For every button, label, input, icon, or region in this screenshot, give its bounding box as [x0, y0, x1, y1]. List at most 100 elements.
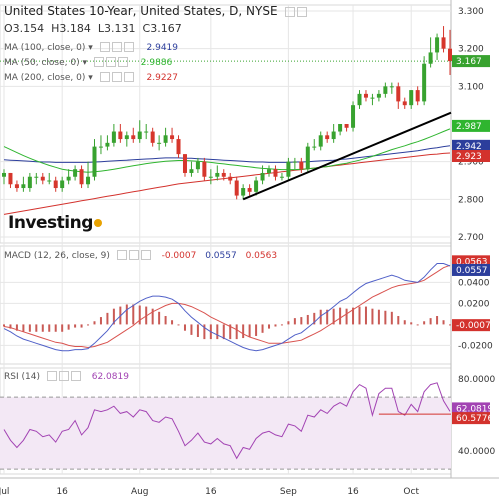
candle-body [53, 180, 58, 189]
dropdown-arrow-icon[interactable]: ▾ [88, 72, 93, 83]
macd-histogram-bar [87, 324, 90, 326]
macd-histogram-bar [80, 324, 83, 328]
settings-icon[interactable] [128, 250, 139, 260]
ma200-controls[interactable] [99, 72, 136, 83]
macd-histogram-bar [326, 309, 329, 325]
close-icon[interactable] [297, 7, 308, 17]
macd-histogram-bar [28, 324, 31, 332]
macd-histogram-bar [403, 320, 406, 325]
trendline[interactable] [242, 111, 452, 201]
visibility-icon[interactable] [46, 371, 57, 381]
macd-histogram-bar [436, 316, 439, 325]
macd-histogram-bar [222, 324, 225, 340]
visibility-icon[interactable] [116, 250, 127, 260]
x-tick-label: 16 [56, 487, 68, 497]
candle-body [228, 176, 233, 181]
rsi-tick-label: 80.0000 [458, 375, 495, 385]
candle-body [267, 169, 272, 173]
macd-histogram-bar [339, 307, 342, 325]
macd-histogram-bar [3, 324, 5, 327]
x-tick-label: 16 [205, 487, 217, 497]
candle-body [157, 142, 162, 144]
price-panel [0, 4, 452, 244]
macd-histogram-bar [352, 307, 355, 325]
candle-body [435, 37, 440, 53]
candle-body [124, 135, 129, 140]
candle-body [370, 97, 375, 99]
candle-body [111, 131, 116, 143]
close-icon[interactable] [117, 57, 128, 67]
macd-histogram-bar [99, 317, 102, 325]
ma-value-tag-bg [452, 150, 490, 163]
visibility-icon[interactable] [99, 42, 110, 52]
candle-body [73, 169, 78, 177]
macd-histogram-bar [106, 312, 109, 325]
price-tick-label: 2.700 [458, 233, 484, 243]
candle-body [396, 86, 401, 102]
candle-body [79, 169, 84, 185]
candle-body [331, 131, 336, 140]
macd-line [3, 263, 451, 352]
settings-icon[interactable] [58, 371, 69, 381]
macd-histogram-bar [74, 324, 77, 328]
settings-icon[interactable] [105, 57, 116, 67]
dropdown-arrow-icon[interactable]: ▾ [82, 57, 88, 68]
macd-controls[interactable] [116, 250, 153, 261]
candle-body [247, 188, 252, 192]
macd-histogram-bar [151, 308, 154, 325]
candle-body [34, 176, 39, 178]
macd-histogram-bar [242, 324, 245, 339]
candle-body [338, 124, 343, 132]
macd-tick-label: -0.0200 [458, 341, 493, 351]
settings-icon[interactable] [285, 7, 296, 17]
chart-title: United States 10-Year, United States, D,… [4, 4, 309, 19]
close-icon[interactable] [123, 42, 134, 52]
candle-body [254, 180, 259, 192]
macd-value-tag-bg [452, 319, 490, 332]
macd-histogram-bar [158, 311, 161, 325]
macd-signal-line [3, 264, 451, 349]
ma200-value: 2.9227 [146, 72, 179, 83]
candle-body [27, 176, 32, 189]
close-icon[interactable] [140, 250, 151, 260]
last-price-tag: 3.167 [456, 57, 482, 67]
dropdown-arrow-icon[interactable]: ▾ [88, 42, 93, 53]
ma100-legend: MA (100, close, 0) ▾ 2.9419 [4, 42, 178, 53]
candle-body [279, 176, 284, 178]
candle-body [182, 154, 187, 173]
macd-histogram-bar [9, 324, 12, 329]
close-icon[interactable] [123, 72, 134, 82]
macd-histogram-bar [61, 324, 64, 332]
settings-icon[interactable] [111, 42, 122, 52]
candle-body [195, 161, 200, 170]
candle-body [383, 86, 388, 94]
settings-icon[interactable] [111, 72, 122, 82]
candle-body [260, 172, 265, 181]
macd-histogram-bar [248, 324, 251, 338]
ma50-controls[interactable] [93, 57, 130, 68]
x-tick-label: 16 [347, 487, 359, 497]
candle-body [312, 146, 317, 148]
macd-histogram-bar [164, 316, 167, 325]
rsi-value-tag: 62.0819 [456, 404, 493, 414]
macd-histogram-bar [345, 308, 348, 325]
macd-histogram-bar [67, 324, 70, 330]
visibility-icon[interactable] [99, 72, 110, 82]
title-controls[interactable] [285, 5, 309, 19]
rsi-title: RSI (14) [4, 371, 40, 382]
macd-histogram-bar [22, 324, 25, 332]
macd-histogram-bar [410, 322, 413, 325]
ma100-controls[interactable] [99, 42, 136, 53]
close-icon[interactable] [70, 371, 81, 381]
macd-histogram-bar [274, 324, 277, 327]
macd-histogram-bar [54, 324, 57, 332]
visibility-icon[interactable] [93, 57, 104, 67]
ma-value-tag: 2.923 [456, 152, 482, 162]
x-tick-label: Jul [0, 487, 9, 497]
candle-body [376, 93, 381, 98]
rsi-controls[interactable] [46, 371, 83, 382]
macd-histogram-bar [319, 309, 322, 325]
candle-body [144, 131, 149, 133]
candle-body [176, 139, 181, 155]
ma50-legend: MA (50, close, 0) ▾ 2.9886 [4, 57, 172, 68]
